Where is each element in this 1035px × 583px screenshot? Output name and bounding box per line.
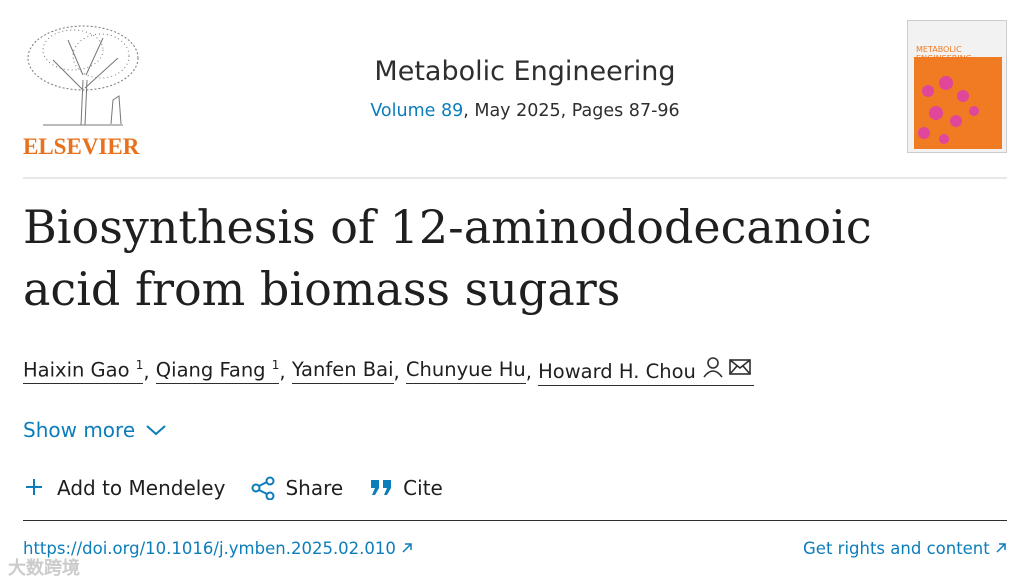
action-button[interactable]: Share xyxy=(251,476,343,500)
author-separator: , xyxy=(279,359,292,383)
author-name: Yanfen Bai xyxy=(291,358,394,381)
author-separator: , xyxy=(525,359,539,383)
action-button[interactable]: Cite xyxy=(369,476,443,500)
action-label: Cite xyxy=(403,476,443,500)
author-separator: , xyxy=(143,359,156,383)
author-note: 1 xyxy=(271,357,280,372)
author[interactable]: Qiang Fang 1 xyxy=(155,357,280,385)
author-list: Haixin Gao 1, Qiang Fang 1, Yanfen Bai, … xyxy=(23,356,754,386)
rights-link[interactable]: Get rights and content xyxy=(803,539,1007,558)
author-name: Haixin Gao xyxy=(23,358,130,382)
share-icon xyxy=(251,476,275,500)
show-more[interactable]: Show more xyxy=(23,418,167,442)
action-bar: Add to Mendeley Share Cite xyxy=(23,476,443,500)
header-divider xyxy=(23,177,1007,179)
author-note: 1 xyxy=(135,357,144,372)
plus-icon xyxy=(26,479,42,495)
action-label: Add to Mendeley xyxy=(57,476,226,500)
mail-icon xyxy=(729,359,751,375)
article-title: Biosynthesis of 12-aminododecanoic acid … xyxy=(23,200,872,316)
cite-icon xyxy=(371,480,392,495)
issue-line: Volume 89, May 2025, Pages 87-96 xyxy=(0,101,1035,121)
author-name: Chunyue Hu xyxy=(405,358,526,381)
actions-divider xyxy=(23,520,1007,521)
cover-art xyxy=(914,57,1002,149)
person-icon xyxy=(703,357,723,378)
issue-details: , May 2025, Pages 87-96 xyxy=(463,101,680,121)
author-name: Howard H. Chou xyxy=(538,360,696,383)
journal-name[interactable]: Metabolic Engineering xyxy=(374,56,676,87)
journal-cover[interactable]: METABOLIC ENGINEERING xyxy=(907,20,1007,153)
rights-text: Get rights and content xyxy=(803,539,990,558)
author[interactable]: Yanfen Bai xyxy=(291,358,394,384)
doi-text: https://doi.org/10.1016/j.ymben.2025.02.… xyxy=(23,539,396,558)
author-name: Qiang Fang xyxy=(155,358,266,382)
volume-link[interactable]: Volume 89 xyxy=(370,101,464,121)
author-separator: , xyxy=(393,359,406,383)
external-icon xyxy=(402,543,412,553)
publisher-logo[interactable]: ELSEVIER xyxy=(23,20,143,159)
action-label: Share xyxy=(285,476,344,500)
watermark: 大数跨境 xyxy=(8,558,80,579)
author[interactable]: Haixin Gao 1 xyxy=(23,357,144,385)
chevron-icon xyxy=(146,425,166,436)
logo-tree xyxy=(27,25,139,126)
logo-text: ELSEVIER xyxy=(23,134,140,159)
show-more-text: Show more xyxy=(23,418,136,442)
doi-link[interactable]: https://doi.org/10.1016/j.ymben.2025.02.… xyxy=(23,539,413,558)
cover-title: METABOLIC ENGINEERING xyxy=(916,45,972,63)
external-icon xyxy=(996,543,1006,553)
author[interactable]: Chunyue Hu xyxy=(405,358,526,384)
author[interactable]: Howard H. Chou xyxy=(538,356,754,386)
action-button[interactable]: Add to Mendeley xyxy=(23,476,225,500)
